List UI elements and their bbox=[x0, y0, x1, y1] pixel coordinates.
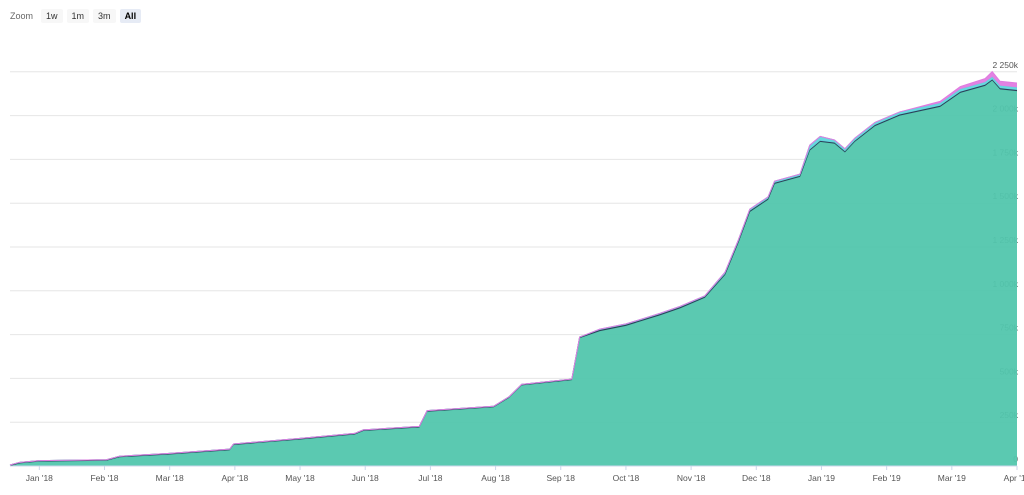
zoom-bar: Zoom 1w 1m 3m All bbox=[10, 8, 142, 24]
zoom-label: Zoom bbox=[10, 11, 34, 21]
x-tick-label: Mar '19 bbox=[938, 473, 966, 483]
x-tick-label: May '18 bbox=[285, 473, 315, 483]
x-tick-label: Apr '18 bbox=[222, 473, 249, 483]
zoom-button[interactable]: 3m bbox=[93, 9, 116, 23]
x-tick-label: Feb '19 bbox=[873, 473, 901, 483]
x-tick-label: Nov '18 bbox=[677, 473, 706, 483]
zoom-button[interactable]: All bbox=[119, 9, 142, 23]
area-line bbox=[9, 79, 1018, 467]
x-tick-label: Dec '18 bbox=[742, 473, 771, 483]
x-tick-label: Aug '18 bbox=[481, 473, 510, 483]
area bbox=[10, 80, 1017, 466]
x-tick-label: Mar '18 bbox=[156, 473, 184, 483]
x-tick-label: Jun '18 bbox=[352, 473, 379, 483]
x-tick-label: Jan '18 bbox=[26, 473, 53, 483]
x-tick-label: Apr '19 bbox=[1004, 473, 1024, 483]
x-tick-label: Jan '19 bbox=[808, 473, 835, 483]
zoom-button[interactable]: 1m bbox=[66, 9, 90, 23]
x-tick-label: Sep '18 bbox=[546, 473, 575, 483]
x-tick-label: Jul '18 bbox=[418, 473, 443, 483]
x-tick-label: Feb '18 bbox=[90, 473, 118, 483]
area-line bbox=[9, 70, 1018, 466]
y-tick-label: 2 250k bbox=[992, 60, 1018, 70]
x-tick-label: Oct '18 bbox=[613, 473, 640, 483]
zoom-button[interactable]: 1w bbox=[41, 9, 63, 23]
